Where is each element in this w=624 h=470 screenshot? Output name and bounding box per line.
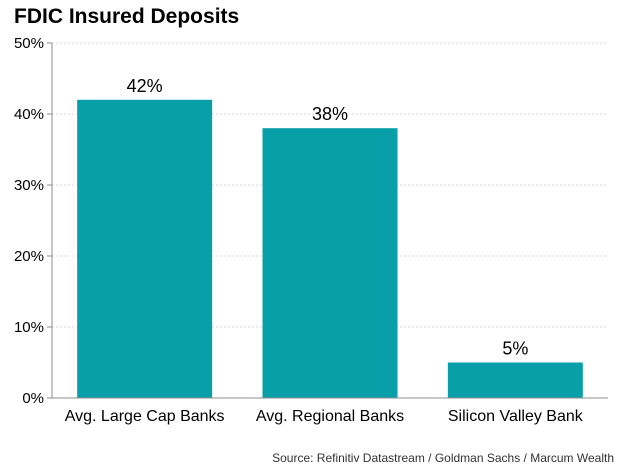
y-tick-label: 20% bbox=[14, 248, 44, 265]
bars bbox=[77, 99, 583, 399]
y-axis: 0% 10% 20% 30% 40% 50% bbox=[14, 35, 53, 407]
data-label: 38% bbox=[312, 104, 348, 124]
y-tick-label: 0% bbox=[22, 390, 44, 407]
y-tick-label: 10% bbox=[14, 319, 44, 336]
x-tick-label: Avg. Large Cap Banks bbox=[65, 408, 225, 425]
data-label: 5% bbox=[502, 339, 528, 359]
x-tick-label: Silicon Valley Bank bbox=[448, 408, 584, 425]
bar bbox=[77, 99, 213, 399]
x-axis: Avg. Large Cap Banks Avg. Regional Banks S… bbox=[52, 397, 608, 425]
y-tick-label: 40% bbox=[14, 106, 44, 123]
x-tick-label: Avg. Regional Banks bbox=[256, 408, 404, 425]
bar bbox=[262, 128, 398, 398]
y-tick-label: 50% bbox=[14, 35, 44, 52]
source-note: Source: Refinitiv Datastream / Goldman S… bbox=[272, 451, 614, 465]
chart-title: FDIC Insured Deposits bbox=[14, 5, 240, 28]
data-labels: 42% 38% 5% bbox=[127, 76, 529, 359]
y-tick-label: 30% bbox=[14, 177, 44, 194]
data-label: 42% bbox=[127, 76, 163, 96]
bar bbox=[447, 362, 583, 398]
